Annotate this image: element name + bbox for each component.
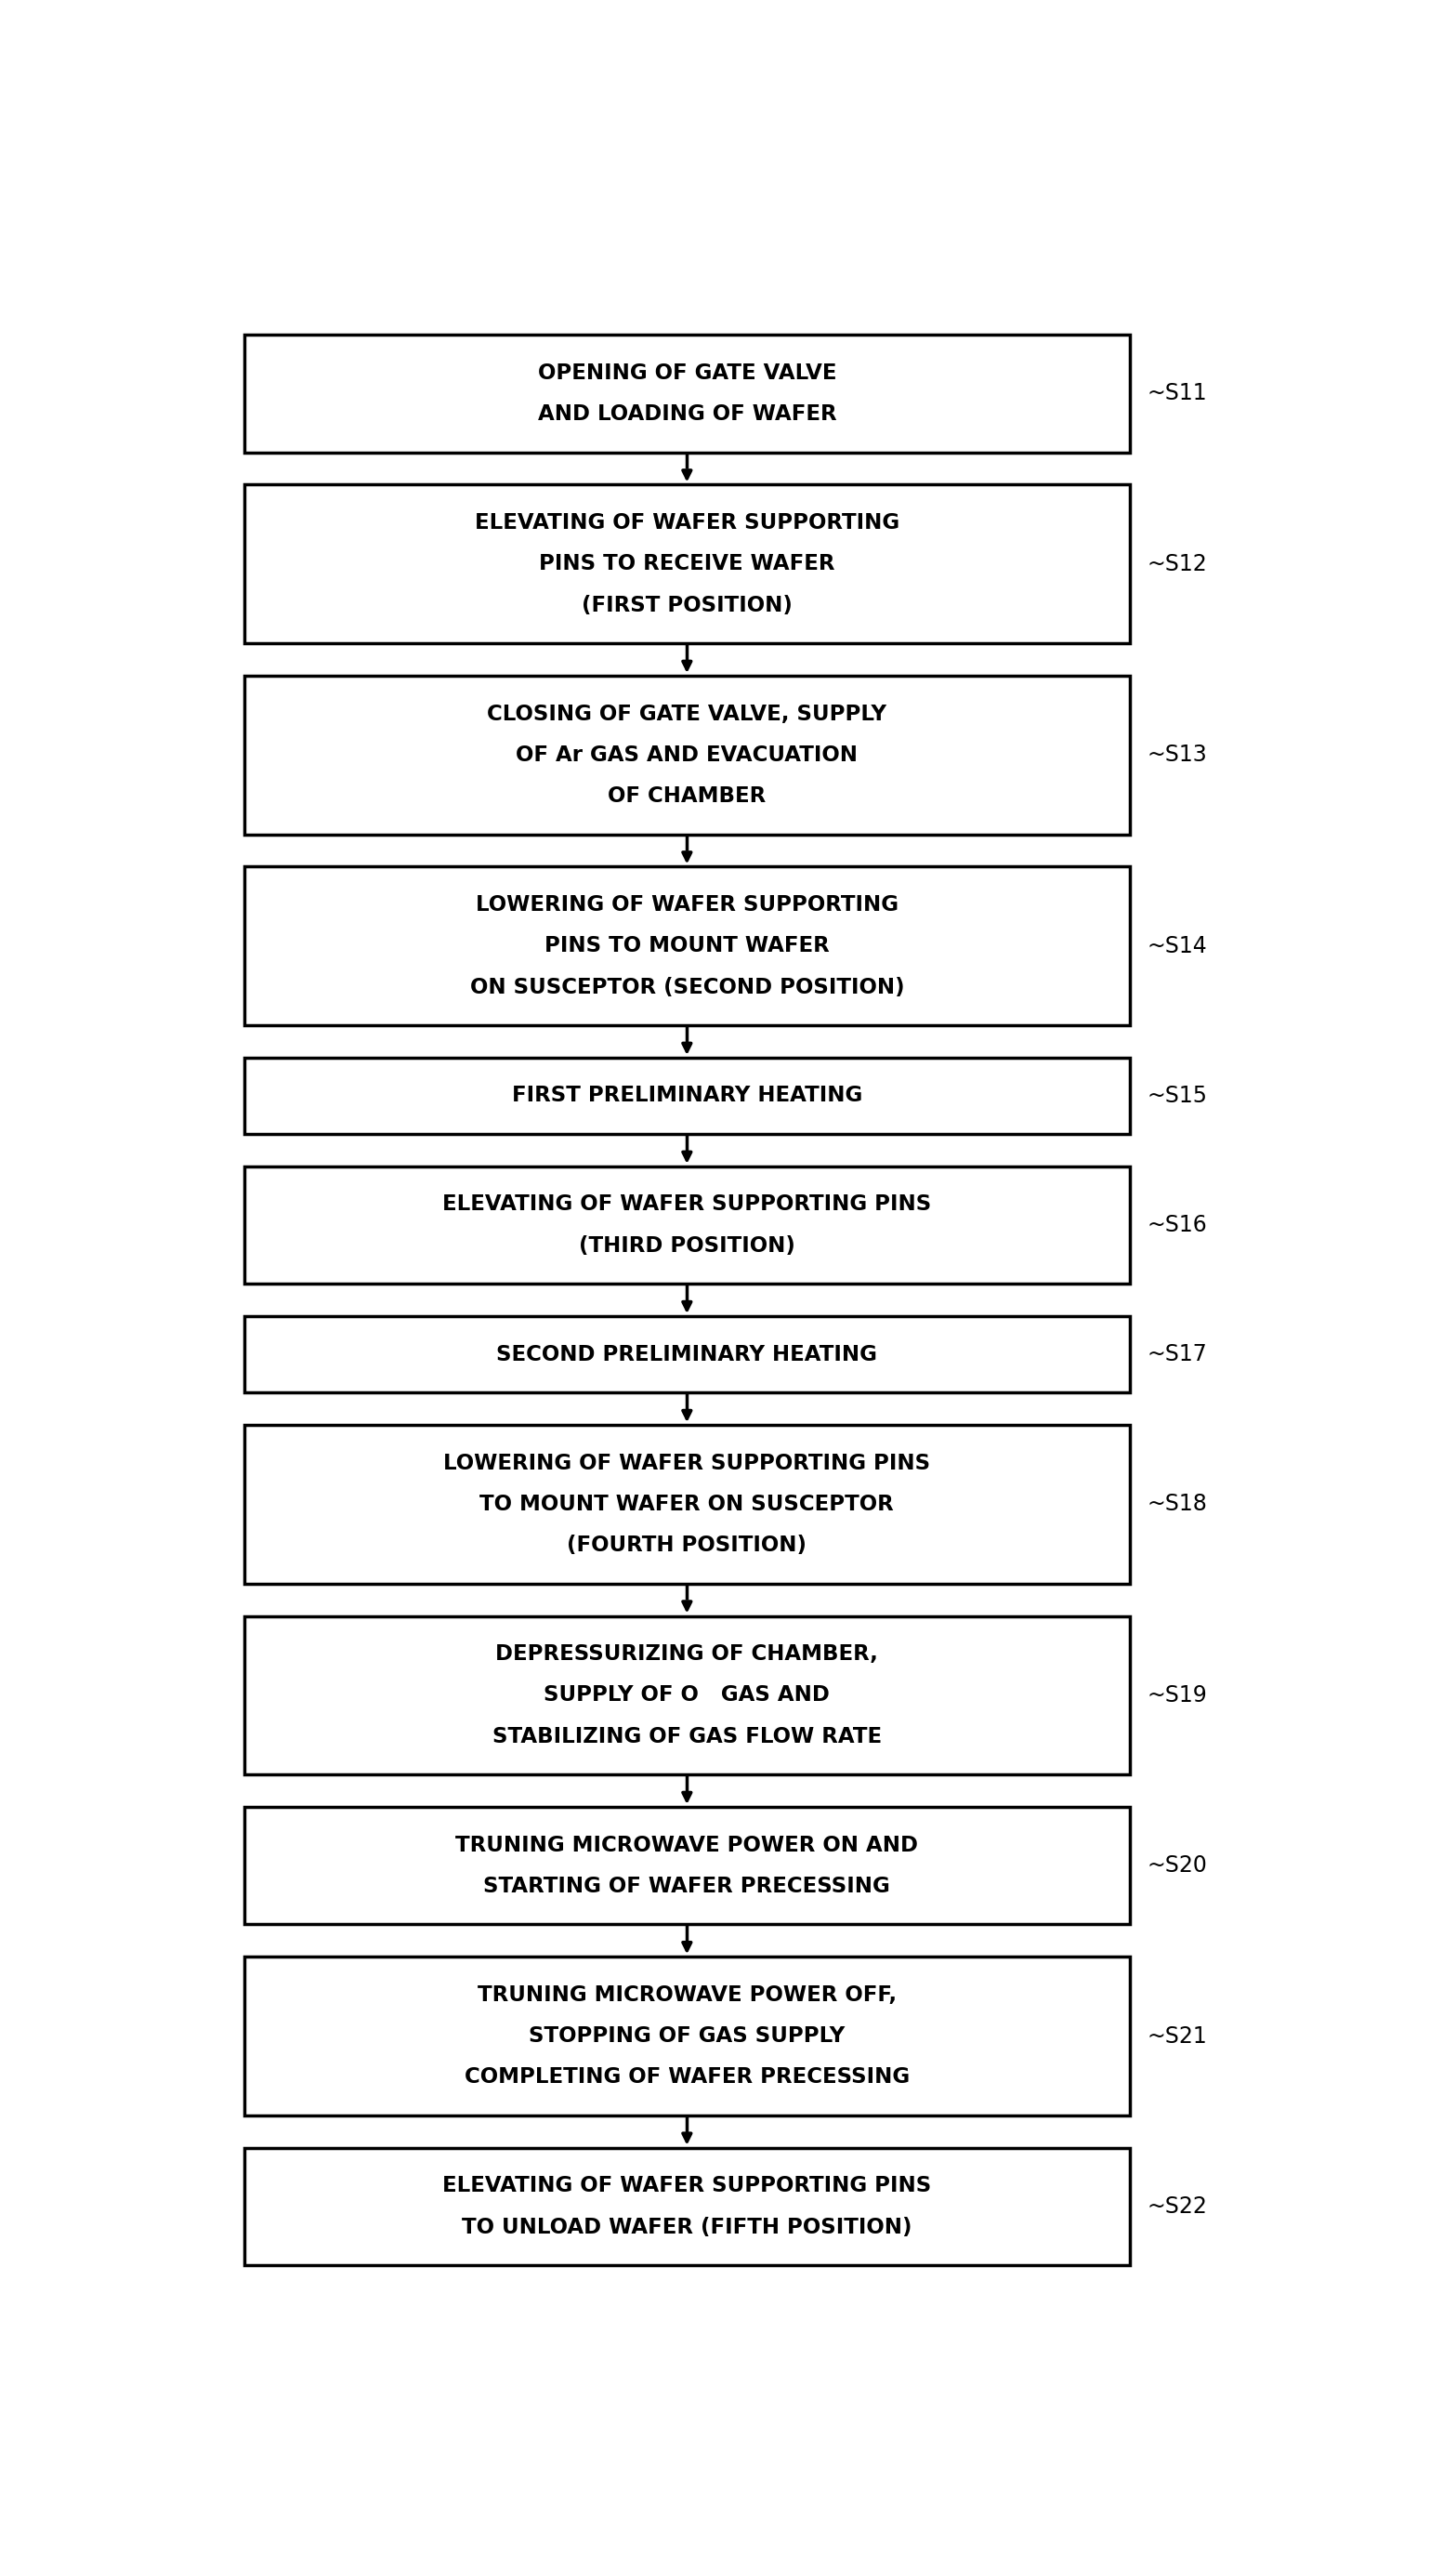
Text: ~S15: ~S15 xyxy=(1147,1085,1207,1108)
Text: OPENING OF GATE VALVE: OPENING OF GATE VALVE xyxy=(537,362,836,383)
Text: ~S19: ~S19 xyxy=(1147,1683,1207,1706)
Text: ~S16: ~S16 xyxy=(1147,1213,1207,1236)
Text: ~S18: ~S18 xyxy=(1147,1493,1207,1516)
Text: ~S14: ~S14 xyxy=(1147,935,1207,956)
Text: DEPRESSURIZING OF CHAMBER,: DEPRESSURIZING OF CHAMBER, xyxy=(495,1642,878,1665)
Text: STARTING OF WAFER PRECESSING: STARTING OF WAFER PRECESSING xyxy=(483,1876,890,1897)
Text: PINS TO MOUNT WAFER: PINS TO MOUNT WAFER xyxy=(545,935,830,956)
Text: CLOSING OF GATE VALVE, SUPPLY: CLOSING OF GATE VALVE, SUPPLY xyxy=(488,704,887,725)
Text: ~S22: ~S22 xyxy=(1147,2195,1207,2218)
Bar xyxy=(245,1617,1130,1773)
Text: LOWERING OF WAFER SUPPORTING PINS: LOWERING OF WAFER SUPPORTING PINS xyxy=(444,1452,930,1473)
Text: PINS TO RECEIVE WAFER: PINS TO RECEIVE WAFER xyxy=(539,553,834,576)
Text: ~S21: ~S21 xyxy=(1147,2025,1207,2048)
Text: ELEVATING OF WAFER SUPPORTING PINS: ELEVATING OF WAFER SUPPORTING PINS xyxy=(443,1195,932,1216)
Text: ~S13: ~S13 xyxy=(1147,743,1207,766)
Text: OF Ar GAS AND EVACUATION: OF Ar GAS AND EVACUATION xyxy=(515,745,858,766)
Text: STABILIZING OF GAS FLOW RATE: STABILIZING OF GAS FLOW RATE xyxy=(492,1724,882,1748)
Text: COMPLETING OF WAFER PRECESSING: COMPLETING OF WAFER PRECESSING xyxy=(464,2066,910,2087)
Text: (FOURTH POSITION): (FOURTH POSITION) xyxy=(566,1534,807,1555)
Text: TRUNING MICROWAVE POWER ON AND: TRUNING MICROWAVE POWER ON AND xyxy=(456,1835,919,1856)
Text: LOWERING OF WAFER SUPPORTING: LOWERING OF WAFER SUPPORTING xyxy=(476,894,898,915)
Bar xyxy=(245,866,1130,1025)
Text: TO MOUNT WAFER ON SUSCEPTOR: TO MOUNT WAFER ON SUSCEPTOR xyxy=(480,1493,894,1514)
Text: FIRST PRELIMINARY HEATING: FIRST PRELIMINARY HEATING xyxy=(511,1085,862,1108)
Text: ON SUSCEPTOR (SECOND POSITION): ON SUSCEPTOR (SECOND POSITION) xyxy=(470,977,904,997)
Bar xyxy=(245,1059,1130,1133)
Text: ~S20: ~S20 xyxy=(1147,1856,1207,1876)
Bar xyxy=(245,1316,1130,1393)
Bar xyxy=(245,1167,1130,1285)
Bar xyxy=(245,1807,1130,1925)
Text: AND LOADING OF WAFER: AND LOADING OF WAFER xyxy=(537,403,836,424)
Text: ELEVATING OF WAFER SUPPORTING: ELEVATING OF WAFER SUPPORTING xyxy=(475,511,900,535)
Text: ELEVATING OF WAFER SUPPORTING PINS: ELEVATING OF WAFER SUPPORTING PINS xyxy=(443,2174,932,2197)
Text: ~S12: ~S12 xyxy=(1147,553,1207,576)
Bar xyxy=(245,486,1130,642)
Text: TRUNING MICROWAVE POWER OFF,: TRUNING MICROWAVE POWER OFF, xyxy=(478,1984,897,2005)
Text: SUPPLY OF O   GAS AND: SUPPLY OF O GAS AND xyxy=(545,1683,830,1706)
Text: STOPPING OF GAS SUPPLY: STOPPING OF GAS SUPPLY xyxy=(529,2025,844,2046)
Bar xyxy=(245,2149,1130,2264)
Text: OF CHAMBER: OF CHAMBER xyxy=(607,786,766,807)
Text: ~S11: ~S11 xyxy=(1147,383,1207,403)
Text: (FIRST POSITION): (FIRST POSITION) xyxy=(581,594,792,617)
Text: TO UNLOAD WAFER (FIFTH POSITION): TO UNLOAD WAFER (FIFTH POSITION) xyxy=(462,2215,911,2238)
Text: (THIRD POSITION): (THIRD POSITION) xyxy=(579,1236,795,1257)
Bar xyxy=(245,1956,1130,2115)
Text: ~S17: ~S17 xyxy=(1147,1344,1207,1365)
Bar xyxy=(245,334,1130,452)
Bar xyxy=(245,1424,1130,1583)
Text: SECOND PRELIMINARY HEATING: SECOND PRELIMINARY HEATING xyxy=(496,1344,878,1365)
Bar xyxy=(245,676,1130,835)
